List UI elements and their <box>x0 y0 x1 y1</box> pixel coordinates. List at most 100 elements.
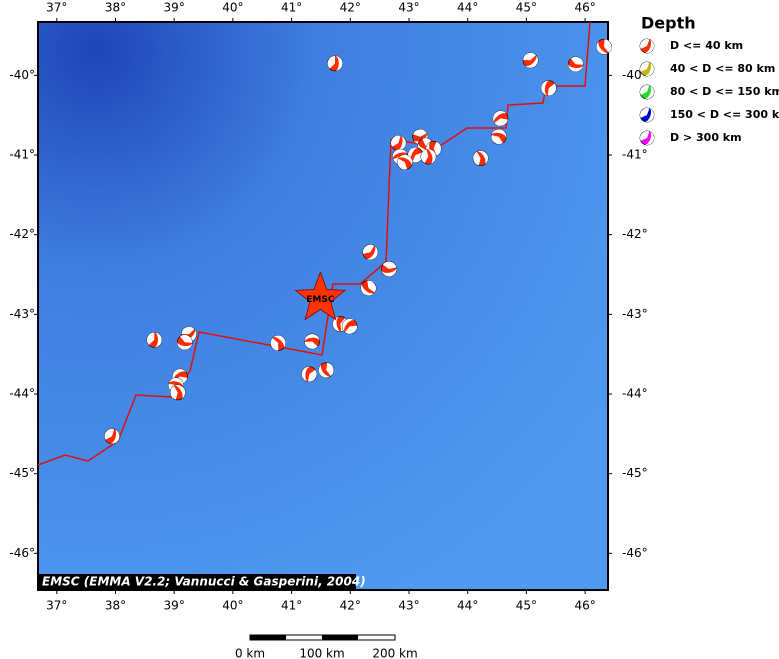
beachball <box>639 84 655 100</box>
beachball <box>327 55 343 72</box>
beachball-white <box>491 129 507 139</box>
beachball <box>304 333 320 350</box>
beachball-white <box>644 131 654 145</box>
beachball-white <box>362 244 375 254</box>
lon-label: 38° <box>105 1 126 15</box>
beachball <box>567 56 584 73</box>
beachball-white <box>644 85 654 99</box>
lat-label: -41° <box>622 148 648 162</box>
beachball <box>639 107 655 123</box>
epicenter-star <box>294 271 347 321</box>
beachball <box>639 61 655 77</box>
beachball-white <box>433 141 442 156</box>
beachball-white <box>473 151 481 166</box>
beachball <box>390 135 407 151</box>
beachball-white <box>391 135 401 147</box>
lat-label: -41° <box>9 148 35 162</box>
beachball-white <box>181 326 195 335</box>
beachball-white <box>308 369 317 382</box>
beachball-white <box>272 335 286 349</box>
beachball-white <box>493 110 507 123</box>
lon-label: 41° <box>281 599 302 613</box>
beachball-white <box>398 154 413 166</box>
lon-label: 41° <box>281 1 302 15</box>
lat-label: -43° <box>9 307 35 321</box>
lat-label: -40° <box>9 68 35 82</box>
legend-label: D > 300 km <box>670 131 742 144</box>
lon-label: 45° <box>516 599 537 613</box>
beachball-white <box>523 52 536 61</box>
beachball <box>104 428 120 445</box>
beachball <box>522 52 539 69</box>
lon-label: 46° <box>574 599 595 613</box>
lon-label: 42° <box>340 1 361 15</box>
lat-label: -45° <box>622 466 648 480</box>
beachball-white <box>361 283 375 296</box>
credit-box <box>38 574 356 590</box>
beachball-white <box>491 135 503 145</box>
beachball-white <box>170 385 178 400</box>
legend-label: 150 < D <= 300 km <box>670 108 779 121</box>
beachball <box>639 130 655 146</box>
beachball-white <box>168 377 184 387</box>
beachball <box>492 110 509 127</box>
legend-label: D <= 40 km <box>670 39 743 52</box>
beachball-white <box>547 83 557 96</box>
beachball <box>420 148 437 165</box>
plate-boundary <box>37 21 591 466</box>
scale-bar <box>249 634 396 641</box>
scale-label: 100 km <box>299 647 344 659</box>
epicenter-label: EMSC <box>306 295 335 305</box>
scale-label: 200 km <box>372 647 417 659</box>
beachball-white <box>104 428 115 440</box>
beachball-white <box>644 62 654 76</box>
lon-label: 43° <box>398 1 419 15</box>
beachball-white <box>301 366 311 382</box>
lon-label: 39° <box>164 599 185 613</box>
lon-label: 45° <box>516 1 537 15</box>
beachball-white <box>335 55 343 71</box>
beachball-white <box>318 364 331 378</box>
lon-label: 37° <box>46 1 67 15</box>
beachball-white <box>603 39 612 53</box>
lon-label: 46° <box>574 1 595 15</box>
beachball-white <box>392 149 408 160</box>
beachball-white <box>644 39 654 53</box>
beachball <box>362 244 379 261</box>
beachball <box>301 366 318 382</box>
beachball-white <box>396 135 406 151</box>
beachball <box>397 154 413 171</box>
beachball-white <box>426 149 436 164</box>
lat-label: -42° <box>9 227 35 241</box>
lat-label: -42° <box>622 227 648 241</box>
lat-label: -45° <box>9 466 35 480</box>
beachball-white <box>304 333 320 342</box>
lon-label: 38° <box>105 599 126 613</box>
lon-label: 42° <box>340 599 361 613</box>
scale-label: 0 km <box>235 647 265 659</box>
beachball-white <box>327 55 336 69</box>
beachball-white <box>146 332 155 346</box>
beachball <box>270 335 286 351</box>
beachball-white <box>342 318 355 333</box>
lon-label: 44° <box>457 599 478 613</box>
lat-label: -44° <box>9 387 35 401</box>
beachball-white <box>568 63 584 72</box>
beachball <box>318 362 335 378</box>
beachball-white <box>525 55 538 68</box>
beachball-white <box>570 56 584 65</box>
beachball-white <box>640 39 650 49</box>
beachball-white <box>596 40 609 55</box>
legend-label: 40 < D <= 80 km <box>670 62 775 75</box>
beachball-white <box>183 329 197 342</box>
beachball <box>639 38 655 54</box>
beachball <box>176 334 193 351</box>
beachball-white <box>382 261 397 269</box>
beachball <box>341 318 358 335</box>
beachball-white <box>494 118 508 126</box>
beachball-white <box>644 108 654 122</box>
beachball-white <box>413 129 427 137</box>
legend-label: 80 < D <= 150 km <box>670 85 779 98</box>
credit: EMSC (EMMA V2.2; Vannucci & Gasperini, 2… <box>42 575 366 589</box>
beachball <box>491 128 507 145</box>
